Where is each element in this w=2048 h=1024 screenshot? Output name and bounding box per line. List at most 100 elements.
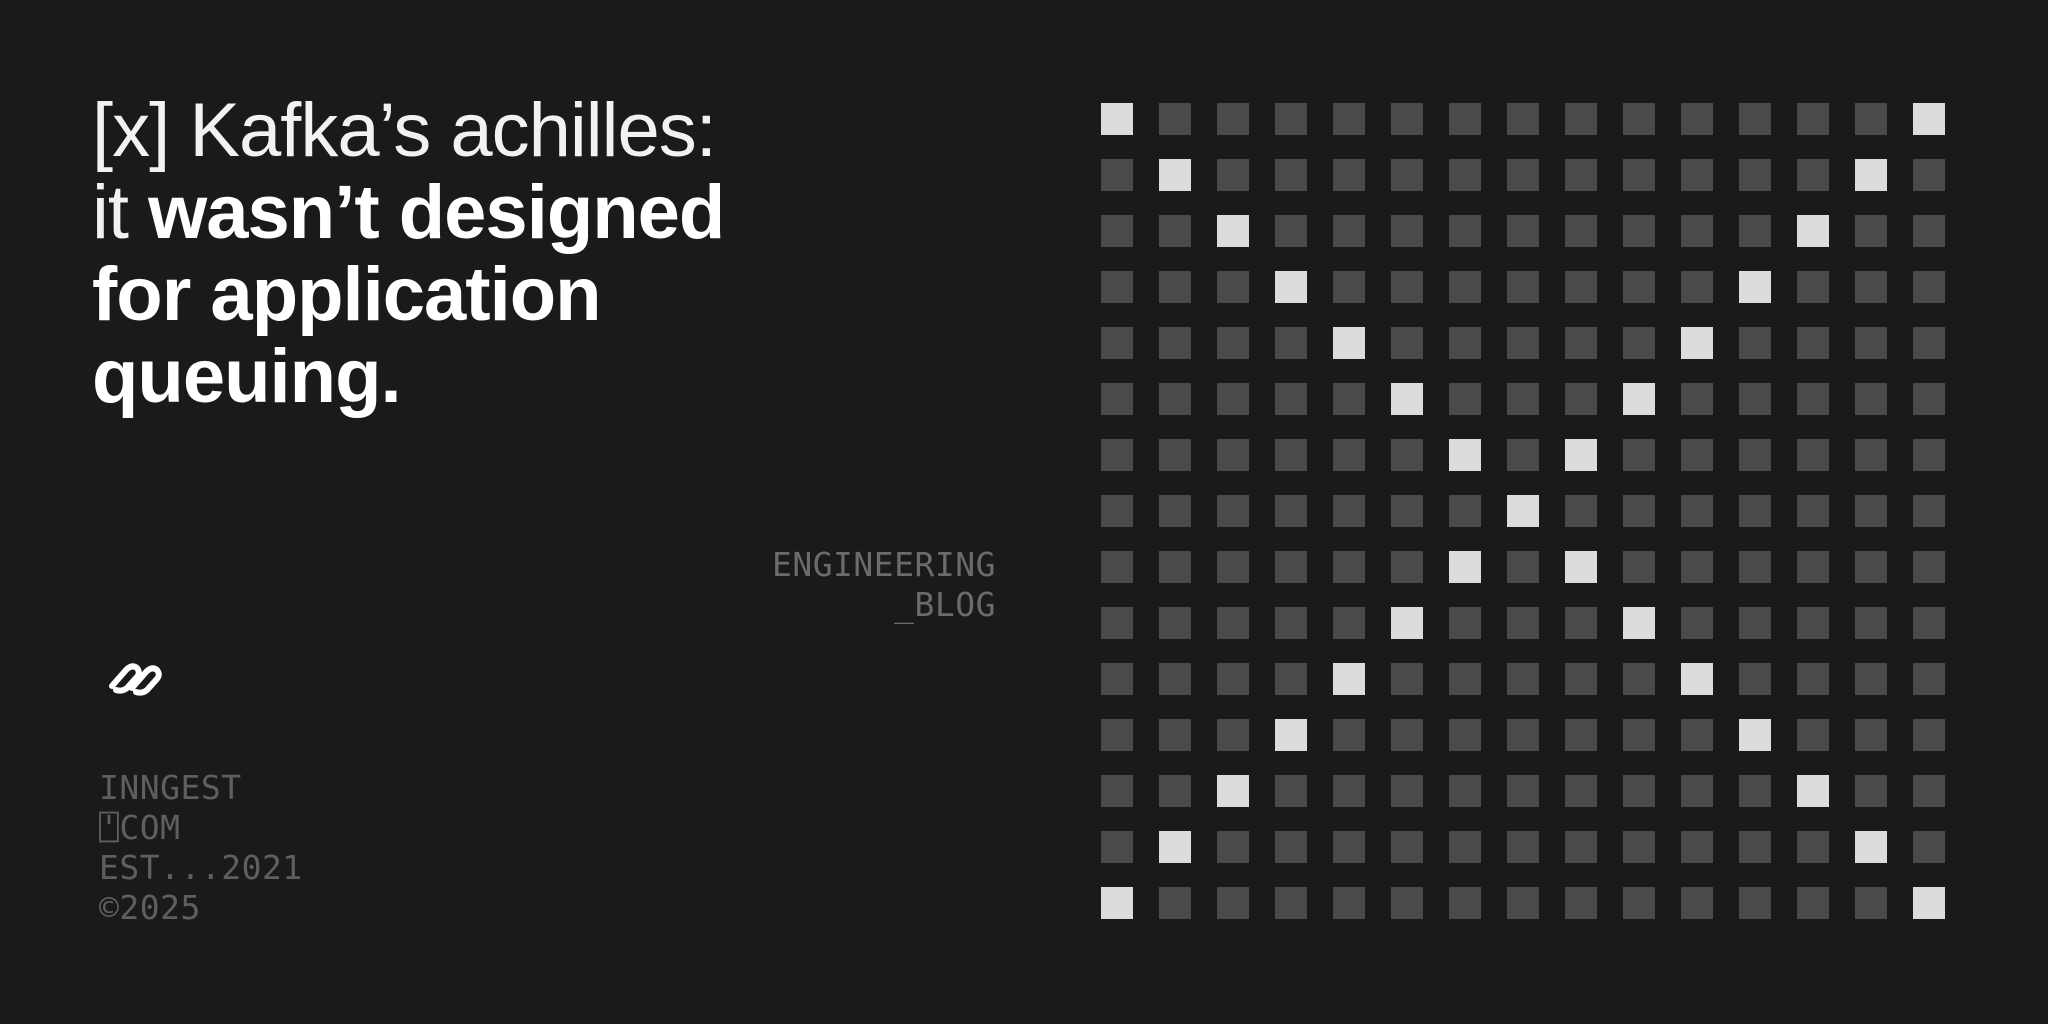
grid-cell bbox=[1333, 607, 1365, 639]
grid-cell-highlight bbox=[1101, 887, 1133, 919]
grid-cell bbox=[1275, 775, 1307, 807]
grid-cell-highlight bbox=[1681, 327, 1713, 359]
blog-label-line-2: _BLOG bbox=[894, 585, 996, 624]
grid-cell bbox=[1565, 159, 1597, 191]
engineering-blog-label: ENGINEERING _BLOG bbox=[772, 545, 996, 625]
grid-cell bbox=[1913, 327, 1945, 359]
grid-cell-highlight bbox=[1275, 271, 1307, 303]
grid-cell bbox=[1507, 719, 1539, 751]
grid-cell bbox=[1739, 439, 1771, 471]
grid-cell bbox=[1159, 607, 1191, 639]
grid-cell bbox=[1507, 551, 1539, 583]
grid-cell bbox=[1565, 607, 1597, 639]
grid-cell bbox=[1159, 327, 1191, 359]
grid-cell bbox=[1275, 159, 1307, 191]
headline-line-3: for application bbox=[92, 252, 602, 337]
grid-cell bbox=[1507, 831, 1539, 863]
grid-cell bbox=[1739, 551, 1771, 583]
grid-cell bbox=[1275, 607, 1307, 639]
footer-meta: INNGEST ⍞COM EST...2021 ©2025 bbox=[99, 768, 303, 928]
grid-cell bbox=[1101, 271, 1133, 303]
grid-cell bbox=[1449, 383, 1481, 415]
grid-cell bbox=[1855, 439, 1887, 471]
grid-cell-highlight bbox=[1739, 271, 1771, 303]
grid-cell bbox=[1623, 327, 1655, 359]
grid-cell bbox=[1101, 383, 1133, 415]
grid-cell bbox=[1333, 887, 1365, 919]
grid-cell bbox=[1275, 495, 1307, 527]
grid-cell bbox=[1913, 215, 1945, 247]
grid-cell bbox=[1275, 439, 1307, 471]
grid-cell bbox=[1797, 831, 1829, 863]
grid-cell bbox=[1623, 551, 1655, 583]
grid-cell-highlight bbox=[1739, 719, 1771, 751]
grid-cell bbox=[1739, 103, 1771, 135]
grid-cell bbox=[1913, 383, 1945, 415]
grid-cell-highlight bbox=[1333, 663, 1365, 695]
grid-cell bbox=[1333, 103, 1365, 135]
grid-cell bbox=[1217, 271, 1249, 303]
footer-line-3: EST...2021 bbox=[99, 848, 303, 887]
x-pattern-grid bbox=[1101, 103, 1945, 921]
grid-cell bbox=[1391, 775, 1423, 807]
headline-line-4: queuing. bbox=[92, 334, 402, 419]
grid-cell bbox=[1217, 607, 1249, 639]
grid-cell bbox=[1623, 719, 1655, 751]
grid-cell-highlight bbox=[1623, 383, 1655, 415]
grid-cell bbox=[1855, 103, 1887, 135]
grid-cell bbox=[1623, 439, 1655, 471]
grid-cell-highlight bbox=[1913, 103, 1945, 135]
grid-cell bbox=[1333, 215, 1365, 247]
grid-cell bbox=[1217, 551, 1249, 583]
grid-cell bbox=[1101, 663, 1133, 695]
grid-cell bbox=[1623, 495, 1655, 527]
grid-cell bbox=[1449, 887, 1481, 919]
grid-cell bbox=[1855, 551, 1887, 583]
grid-cell-highlight bbox=[1217, 775, 1249, 807]
headline-line-1: [x] Kafka’s achilles: bbox=[92, 88, 717, 173]
grid-cell bbox=[1101, 775, 1133, 807]
grid-cell bbox=[1217, 103, 1249, 135]
grid-cell bbox=[1159, 103, 1191, 135]
grid-cell bbox=[1391, 887, 1423, 919]
grid-cell bbox=[1565, 775, 1597, 807]
grid-cell-highlight bbox=[1797, 215, 1829, 247]
grid-cell-highlight bbox=[1333, 327, 1365, 359]
grid-cell bbox=[1101, 327, 1133, 359]
grid-cell bbox=[1855, 887, 1887, 919]
grid-cell bbox=[1101, 159, 1133, 191]
grid-cell bbox=[1391, 439, 1423, 471]
grid-cell bbox=[1449, 103, 1481, 135]
grid-cell bbox=[1449, 215, 1481, 247]
grid-cell bbox=[1739, 831, 1771, 863]
grid-cell bbox=[1333, 159, 1365, 191]
grid-cell bbox=[1391, 663, 1423, 695]
grid-cell bbox=[1391, 327, 1423, 359]
grid-cell bbox=[1159, 271, 1191, 303]
grid-cell-highlight bbox=[1565, 439, 1597, 471]
grid-cell bbox=[1449, 327, 1481, 359]
grid-cell bbox=[1101, 495, 1133, 527]
grid-cell bbox=[1449, 775, 1481, 807]
grid-cell bbox=[1101, 439, 1133, 471]
grid-cell bbox=[1159, 383, 1191, 415]
grid-cell bbox=[1101, 551, 1133, 583]
grid-cell-highlight bbox=[1101, 103, 1133, 135]
grid-cell bbox=[1797, 719, 1829, 751]
grid-cell bbox=[1507, 439, 1539, 471]
grid-cell bbox=[1565, 887, 1597, 919]
grid-cell bbox=[1217, 439, 1249, 471]
grid-cell-highlight bbox=[1797, 775, 1829, 807]
grid-cell bbox=[1797, 607, 1829, 639]
grid-cell bbox=[1275, 327, 1307, 359]
grid-cell bbox=[1855, 383, 1887, 415]
grid-cell bbox=[1391, 215, 1423, 247]
grid-cell bbox=[1565, 327, 1597, 359]
grid-cell bbox=[1565, 215, 1597, 247]
grid-cell bbox=[1797, 663, 1829, 695]
grid-cell bbox=[1913, 439, 1945, 471]
grid-cell bbox=[1739, 159, 1771, 191]
grid-cell bbox=[1565, 383, 1597, 415]
grid-cell bbox=[1333, 383, 1365, 415]
grid-cell bbox=[1275, 831, 1307, 863]
